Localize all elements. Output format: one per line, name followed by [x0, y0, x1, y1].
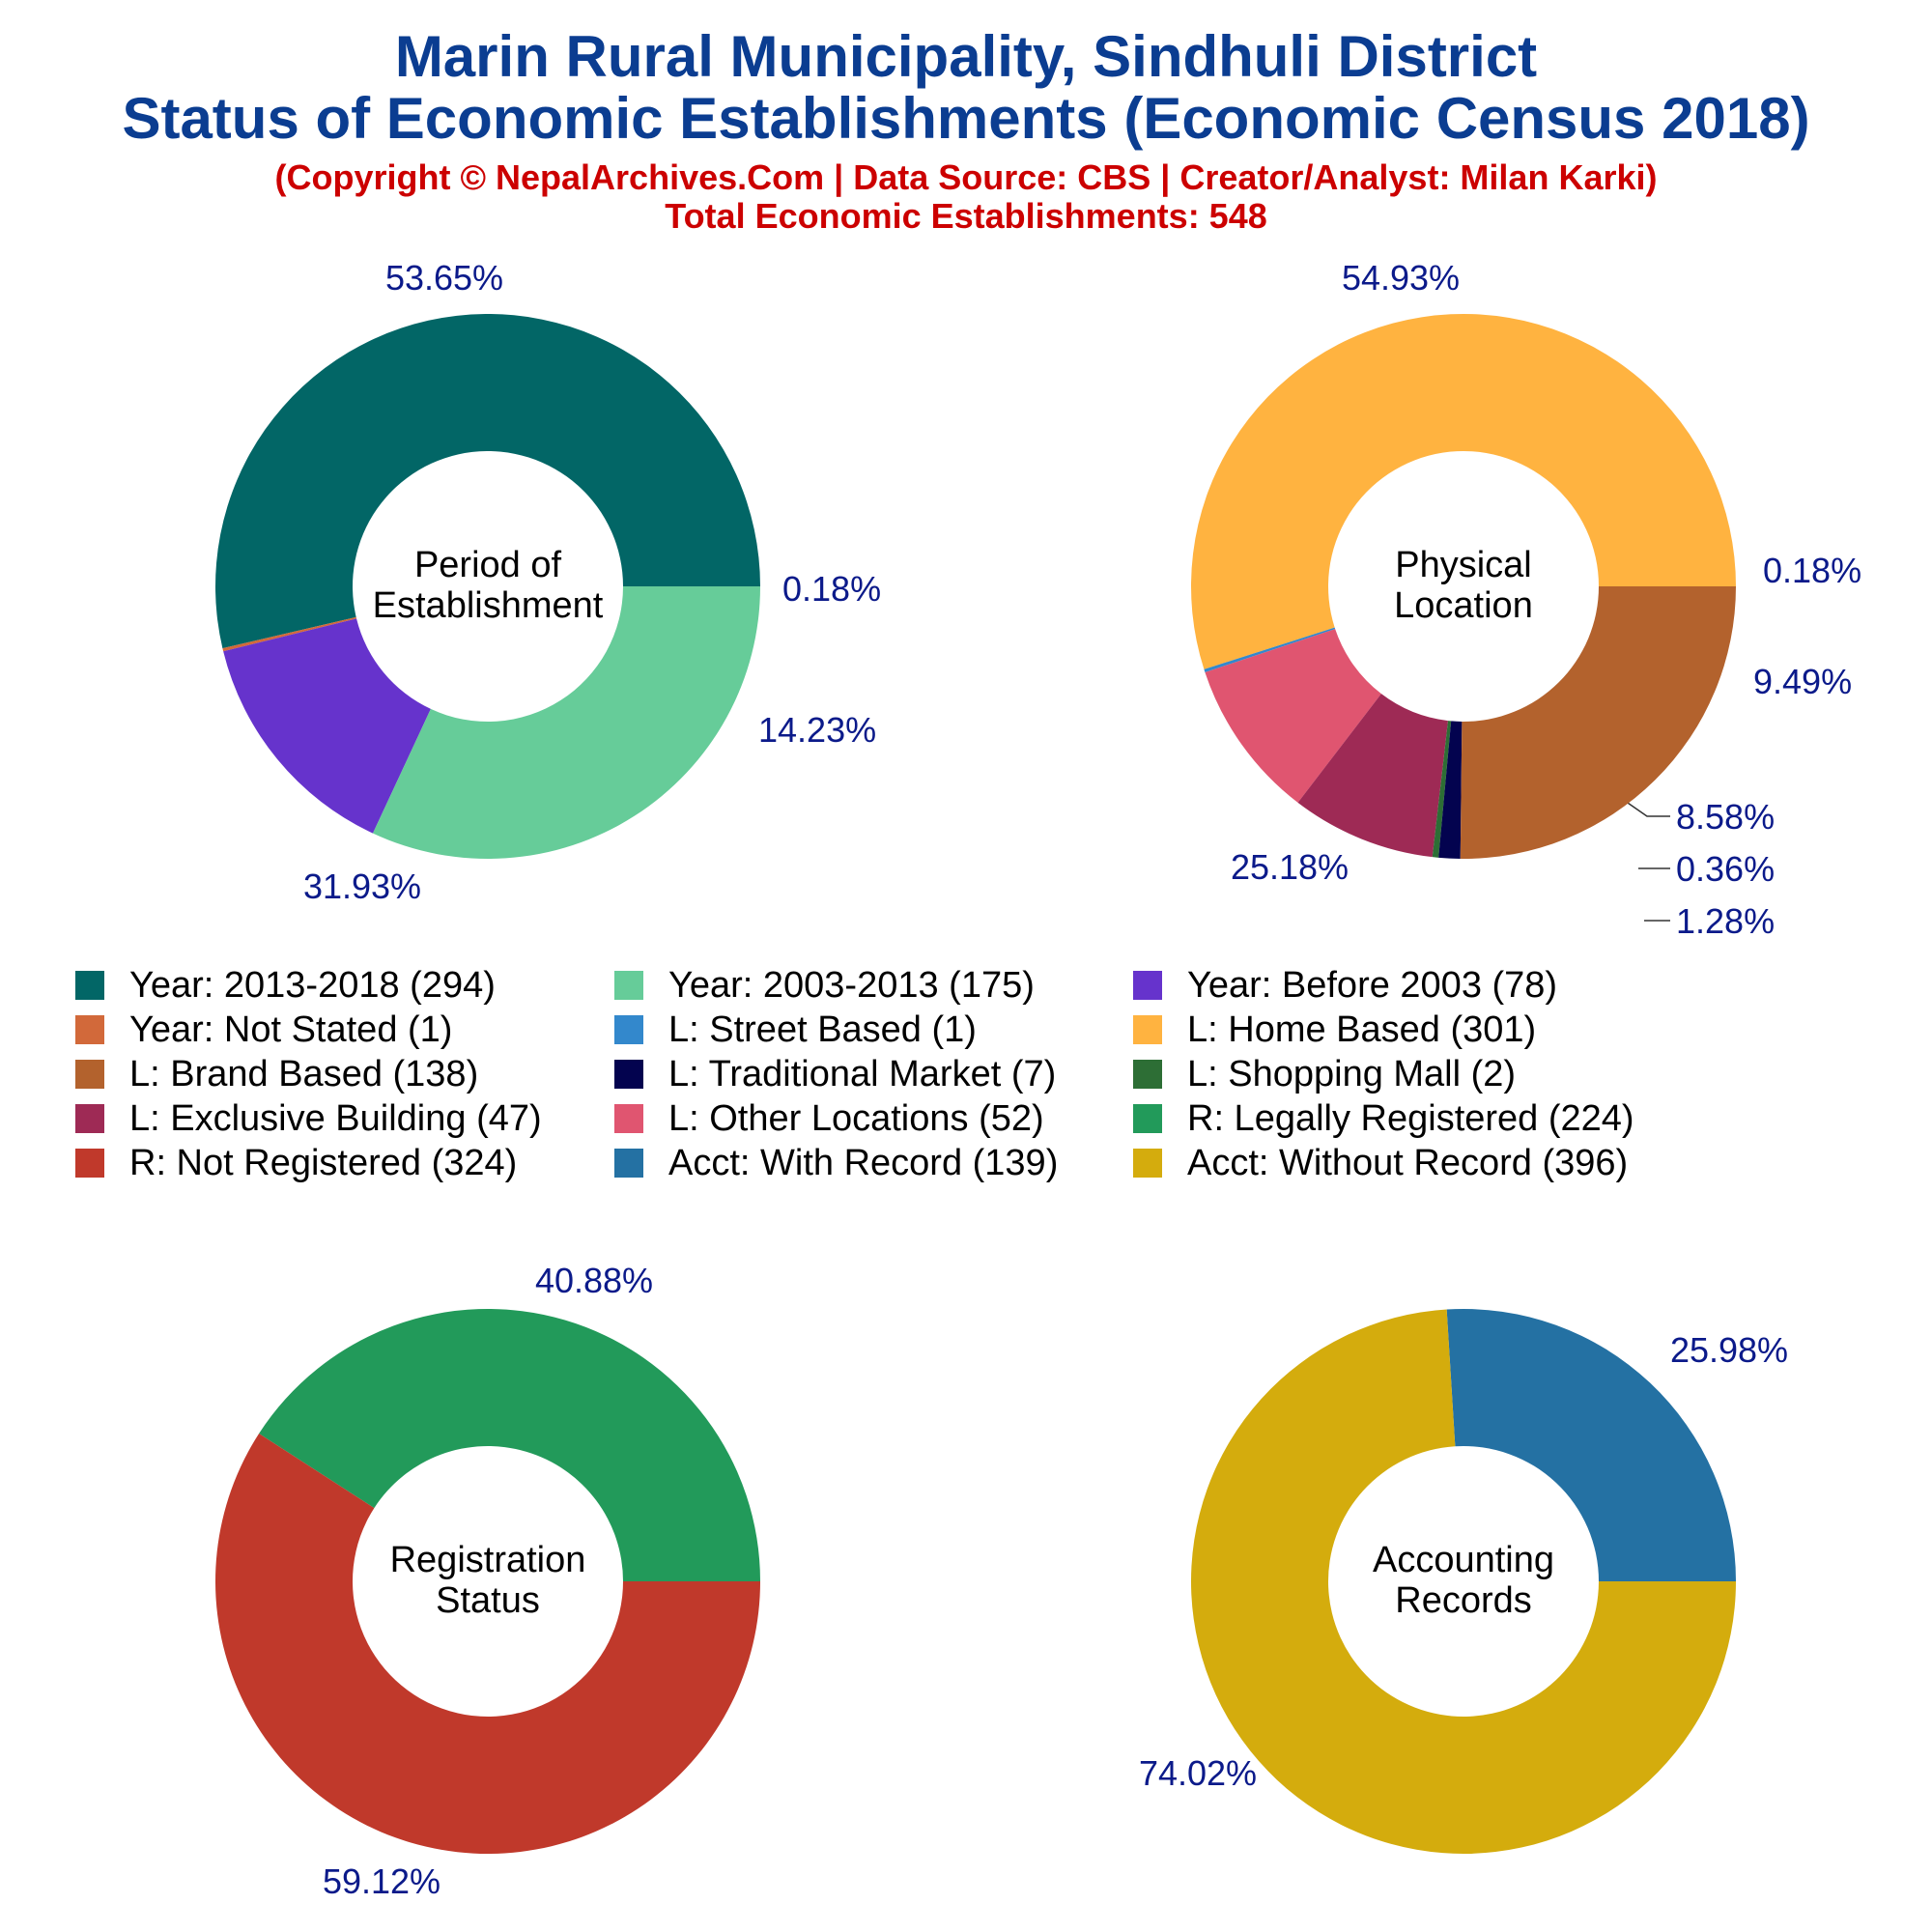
legend-item-l-traditional-market-7: L: Traditional Market (7) [614, 1053, 1056, 1095]
leader-line [1624, 800, 1670, 817]
legend-swatch [1133, 1060, 1162, 1089]
slice-percent-label: 1.28% [1676, 901, 1775, 941]
legend-item-acct-without-record-396: Acct: Without Record (396) [1133, 1142, 1628, 1184]
legend-swatch [1133, 1015, 1162, 1044]
slice-percent-label: 25.18% [1231, 847, 1349, 887]
legend-label: L: Exclusive Building (47) [129, 1097, 542, 1139]
slice-percent-label: 25.98% [1670, 1330, 1788, 1370]
slice-year-2013-2018-294 [214, 313, 760, 649]
legend-item-acct-with-record-139: Acct: With Record (139) [614, 1142, 1058, 1184]
legend-label: Year: Not Stated (1) [129, 1009, 453, 1050]
slice-r-legally-registered-224 [259, 1308, 760, 1581]
slice-percent-label: 54.93% [1342, 258, 1460, 298]
slice-percent-label: 14.23% [758, 710, 876, 750]
donut-center-label: Location [1394, 585, 1533, 626]
slice-year-before-2003-78 [223, 618, 431, 834]
legend-swatch [75, 1060, 104, 1089]
legend-label: Acct: Without Record (396) [1187, 1142, 1629, 1183]
donut-center-label: Status [436, 1580, 540, 1621]
slice-l-other-locations-52 [1205, 629, 1381, 803]
total-establishments: Total Economic Establishments: 548 [665, 196, 1267, 236]
legend-label: L: Traditional Market (7) [668, 1053, 1057, 1094]
donut-center-label: Records [1395, 1580, 1532, 1621]
legend-label: Year: 2013-2018 (294) [129, 964, 496, 1006]
donut-chart-2: 54.93% 0.18% 9.49% 8.58% 0.36% 1.28% 25.18% Phy… [1191, 258, 1861, 941]
legend-label: L: Brand Based (138) [129, 1053, 479, 1094]
legend-swatch [1133, 1149, 1162, 1178]
slice-percent-label: 0.36% [1676, 849, 1775, 889]
legend-swatch [614, 971, 643, 1000]
slice-percent-label: 8.58% [1676, 797, 1775, 837]
legend-item-l-shopping-mall-2: L: Shopping Mall (2) [1133, 1053, 1516, 1095]
legend-swatch [1133, 971, 1162, 1000]
slice-percent-label: 53.65% [385, 258, 503, 298]
slice-r-not-registered-324 [214, 1434, 760, 1854]
legend-item-l-home-based-301: L: Home Based (301) [1133, 1009, 1536, 1051]
slice-percent-label: 74.02% [1139, 1753, 1257, 1793]
legend-swatch [1133, 1104, 1162, 1133]
legend-label: L: Home Based (301) [1187, 1009, 1537, 1050]
slice-percent-label: 59.12% [323, 1861, 440, 1901]
chart-title-line1: Marin Rural Municipality, Sindhuli Distr… [394, 24, 1538, 89]
slice-percent-label: 40.88% [535, 1261, 653, 1300]
legend-label: Acct: With Record (139) [668, 1142, 1059, 1183]
donut-center-label: Establishment [373, 585, 604, 626]
legend-item-year-2003-2013-175: Year: 2003-2013 (175) [614, 964, 1035, 1007]
slice-percent-label: 9.49% [1753, 662, 1852, 701]
donut-center-label: Accounting [1373, 1540, 1554, 1580]
legend-swatch [614, 1015, 643, 1044]
legend-swatch [614, 1149, 643, 1178]
legend-label: L: Other Locations (52) [668, 1097, 1044, 1139]
legend-item-year-before-2003-78: Year: Before 2003 (78) [1133, 964, 1557, 1007]
slice-acct-without-record-396 [1191, 1309, 1736, 1855]
legend-swatch [75, 1104, 104, 1133]
slice-l-street-based-1 [1204, 627, 1336, 672]
legend-swatch [75, 1149, 104, 1178]
donut-center-label: Period of [414, 545, 562, 585]
slice-l-shopping-mall-2 [1432, 721, 1452, 858]
slice-year-2003-2013-175 [372, 586, 760, 859]
legend-swatch [614, 1060, 643, 1089]
donut-center-label: Physical [1395, 545, 1532, 585]
slice-percent-label: 0.18% [1763, 551, 1861, 590]
legend-label: R: Not Registered (324) [129, 1142, 518, 1183]
legend-swatch [75, 1015, 104, 1044]
legend-item-r-not-registered-324: R: Not Registered (324) [75, 1142, 517, 1184]
slice-acct-with-record-139 [1446, 1309, 1736, 1581]
legend-item-l-other-locations-52: L: Other Locations (52) [614, 1097, 1044, 1140]
slice-l-traditional-market-7 [1438, 721, 1463, 859]
slice-l-home-based-301 [1191, 313, 1736, 669]
legend-item-l-brand-based-138: L: Brand Based (138) [75, 1053, 478, 1095]
legend-label: R: Legally Registered (224) [1187, 1097, 1634, 1139]
legend-label: Year: 2003-2013 (175) [668, 964, 1035, 1006]
donut-chart-1: 53.65% 0.18% 14.23% 31.93% Period ofEstablis… [214, 258, 881, 906]
copyright-text: (Copyright © NepalArchives.Com | Data So… [274, 157, 1658, 197]
slice-l-brand-based-138 [1460, 586, 1736, 859]
legend-item-year-not-stated-1: Year: Not Stated (1) [75, 1009, 452, 1051]
slice-percent-label: 0.18% [782, 569, 881, 609]
donut-center-label: Registration [390, 1540, 586, 1580]
legend-swatch [614, 1104, 643, 1133]
slice-year-not-stated-1 [222, 616, 357, 652]
slice-l-exclusive-building-47 [1297, 694, 1448, 858]
legend-item-l-street-based-1: L: Street Based (1) [614, 1009, 977, 1051]
slice-percent-label: 31.93% [303, 867, 421, 906]
legend-item-l-exclusive-building-47: L: Exclusive Building (47) [75, 1097, 542, 1140]
legend-item-r-legally-registered-224: R: Legally Registered (224) [1133, 1097, 1634, 1140]
legend-swatch [75, 971, 104, 1000]
legend-label: Year: Before 2003 (78) [1187, 964, 1558, 1006]
legend-label: L: Street Based (1) [668, 1009, 977, 1050]
legend-item-year-2013-2018-294: Year: 2013-2018 (294) [75, 964, 496, 1007]
legend-label: L: Shopping Mall (2) [1187, 1053, 1517, 1094]
chart-title-line2: Status of Economic Establishments (Econo… [122, 86, 1810, 151]
